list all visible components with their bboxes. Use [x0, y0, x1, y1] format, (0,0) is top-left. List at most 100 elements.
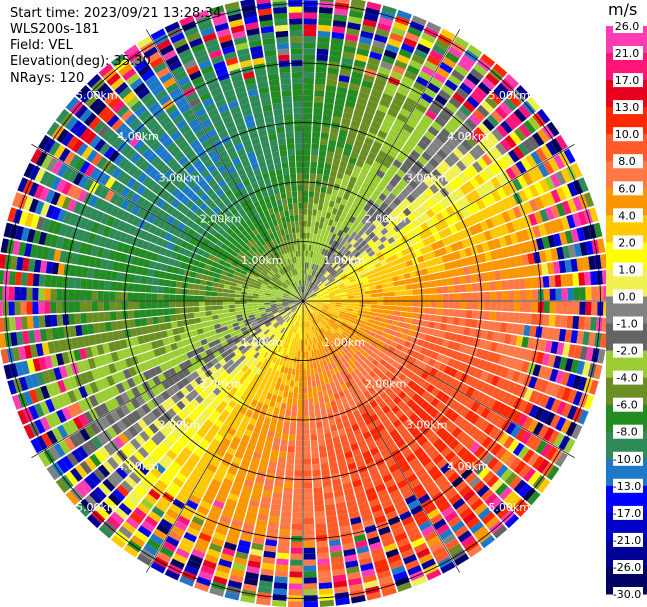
gate — [481, 196, 491, 208]
gate — [517, 266, 525, 278]
gate — [579, 241, 588, 256]
gate — [321, 310, 327, 315]
gate — [480, 208, 491, 220]
gate — [492, 524, 508, 539]
gate — [404, 317, 412, 324]
gate — [443, 365, 453, 375]
gate — [55, 236, 65, 249]
gate — [507, 381, 517, 394]
gate — [187, 312, 195, 319]
gate — [102, 365, 112, 377]
gate — [264, 306, 271, 309]
gate — [147, 350, 156, 360]
gate — [264, 545, 277, 553]
gate — [495, 173, 507, 186]
gate — [216, 296, 223, 301]
gate — [142, 370, 152, 381]
gate — [391, 405, 401, 414]
gate — [199, 373, 208, 382]
gate — [348, 511, 361, 520]
gate — [306, 262, 309, 269]
gate — [324, 281, 331, 287]
gate — [338, 390, 346, 399]
gate — [426, 384, 435, 394]
gate — [225, 276, 233, 282]
gate — [362, 431, 372, 440]
gate — [477, 507, 492, 521]
gate — [424, 429, 436, 440]
gate — [348, 399, 356, 407]
gate — [494, 321, 502, 332]
gate — [392, 494, 404, 505]
gate — [363, 314, 370, 319]
gate — [464, 438, 476, 450]
gate — [362, 142, 372, 152]
gate — [398, 256, 406, 264]
gate — [361, 369, 369, 378]
gate — [0, 348, 9, 364]
gate — [471, 310, 479, 319]
gate — [225, 498, 238, 508]
gate — [216, 305, 224, 310]
gate — [427, 465, 440, 477]
gate — [375, 312, 383, 318]
gate — [318, 18, 332, 26]
gate — [558, 328, 567, 342]
gate — [323, 298, 330, 300]
gate — [567, 389, 578, 404]
gate — [388, 391, 398, 401]
gate — [402, 267, 410, 274]
gate — [332, 484, 343, 492]
gate — [385, 438, 395, 448]
gate — [465, 135, 478, 148]
gate — [544, 206, 555, 221]
gate — [560, 419, 572, 434]
gate — [406, 289, 413, 296]
gate — [385, 338, 393, 346]
gate — [503, 97, 517, 112]
gate — [277, 456, 286, 464]
gate — [393, 246, 401, 254]
gate — [462, 422, 474, 434]
gate — [162, 370, 172, 380]
gate — [261, 562, 275, 571]
gate — [264, 295, 271, 298]
gate — [327, 449, 336, 457]
gate — [356, 380, 364, 389]
gate — [80, 278, 87, 289]
gate — [345, 493, 356, 502]
gate — [274, 576, 288, 584]
gate — [250, 493, 261, 502]
gate — [168, 367, 177, 377]
gate — [327, 206, 333, 214]
gate — [462, 489, 476, 502]
gate — [377, 255, 385, 262]
gate — [38, 231, 47, 246]
gate — [249, 316, 256, 322]
gate — [424, 404, 435, 415]
gate — [62, 378, 73, 391]
gate — [401, 516, 415, 527]
gate — [50, 275, 58, 288]
gate — [189, 453, 201, 463]
gate — [469, 442, 481, 454]
gate — [238, 320, 245, 326]
gate — [341, 301, 348, 304]
gate — [376, 169, 386, 179]
gate — [488, 321, 496, 331]
gate — [362, 243, 370, 251]
gate — [130, 489, 144, 502]
gate — [348, 275, 355, 281]
gate — [195, 484, 207, 495]
gate — [445, 216, 454, 227]
gate — [387, 282, 394, 288]
gate — [111, 373, 121, 384]
gate — [164, 344, 173, 353]
gate — [358, 200, 366, 209]
gate — [393, 386, 403, 396]
gate — [460, 207, 470, 219]
gate — [408, 134, 420, 145]
gate — [560, 371, 570, 386]
gate — [566, 315, 574, 329]
